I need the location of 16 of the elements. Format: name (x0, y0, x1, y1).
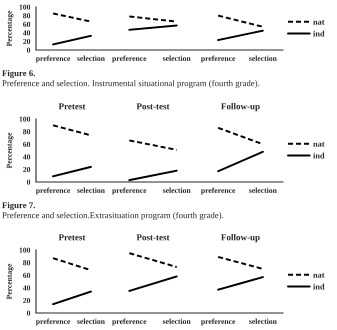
legend-label: ind (313, 152, 324, 158)
text: Preference and selection.Extrasituation program (fourth grade). (2, 212, 224, 220)
chart-title: Post-test (136, 234, 170, 240)
chart-title: Follow-up (221, 103, 260, 112)
chart-title: Pretest (58, 103, 86, 110)
text: Preference and selection. Instrumental situational program (fourth grade). (2, 80, 260, 88)
legend-label: nat (313, 272, 325, 278)
chart-title: Follow-up (221, 234, 260, 242)
text: nat (313, 142, 325, 147)
legend-label: ind (313, 30, 324, 36)
chart-title: Post-test (136, 103, 170, 110)
legend-label: nat (313, 20, 325, 25)
caption: Figure 7. (2, 202, 35, 210)
caption: Figure 6. (2, 70, 35, 78)
chart-title: Pretest (58, 234, 86, 240)
legend-label: ind (313, 284, 324, 290)
